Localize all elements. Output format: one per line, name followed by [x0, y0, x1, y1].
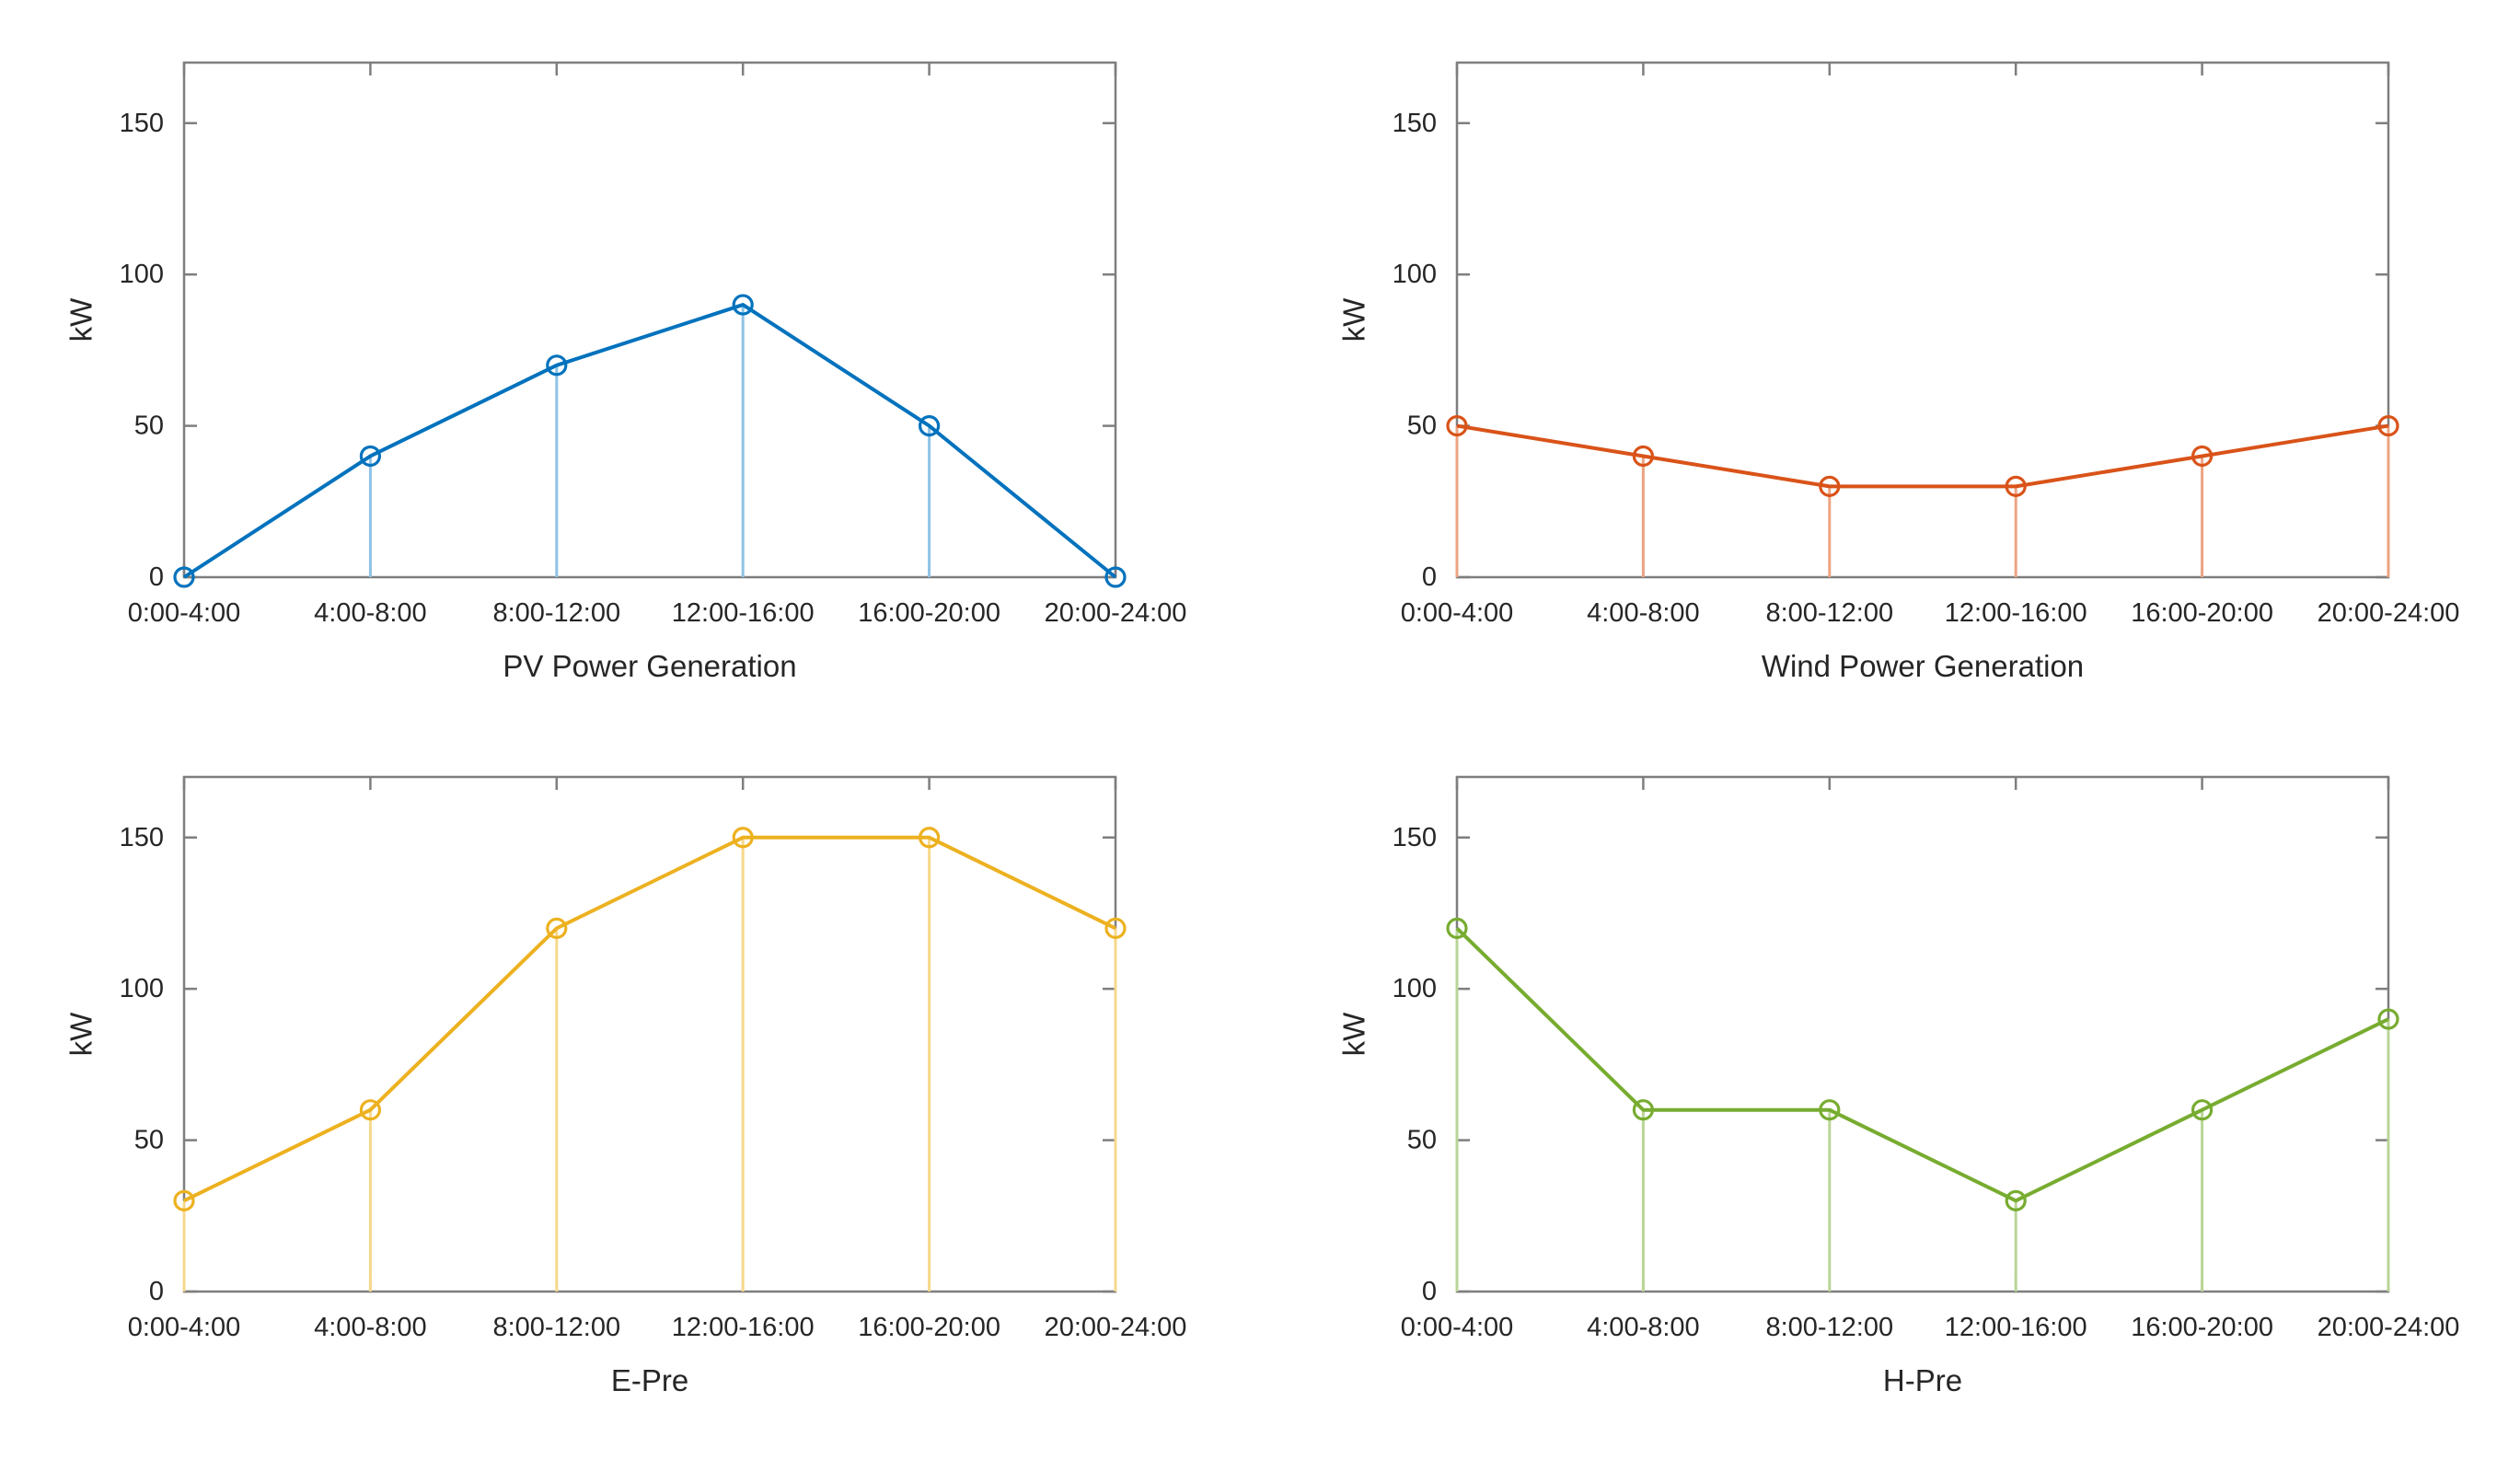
- axes-box: [1455, 775, 2390, 1293]
- y-tick-label: 100: [120, 260, 164, 289]
- data-point-marker: [2377, 1008, 2399, 1030]
- data-point-marker: [173, 566, 195, 588]
- data-point-marker: [1632, 445, 1654, 468]
- y-tick-label: 150: [1393, 823, 1437, 852]
- y-tick-label: 50: [1407, 1126, 1437, 1155]
- y-tick-label: 150: [120, 823, 164, 852]
- chart-h-pre: 0 50 100 150 0:00-4:00 4:00-8:00 8:00-12:00 12:…: [1273, 714, 2520, 1444]
- x-tick-label: 20:00-24:00: [2318, 1313, 2460, 1342]
- data-point-marker: [2005, 475, 2027, 497]
- y-tick-label: 0: [149, 562, 164, 592]
- data-point-marker: [1446, 917, 1468, 940]
- axes-box: [182, 61, 1117, 579]
- x-tick-label: 8:00-12:00: [1765, 598, 1893, 628]
- x-tick-label: 12:00-16:00: [1945, 1313, 2087, 1342]
- y-axis-label: kW: [1337, 297, 1371, 342]
- x-tick-label: 0:00-4:00: [128, 598, 241, 628]
- data-point-marker: [2377, 414, 2399, 437]
- x-tick-label: 12:00-16:00: [672, 1313, 815, 1342]
- y-tick-label: 150: [120, 109, 164, 138]
- x-axis-title: PV Power Generation: [503, 649, 796, 683]
- x-tick-label: 20:00-24:00: [1045, 1313, 1187, 1342]
- y-tick-label: 150: [1393, 109, 1437, 138]
- y-tick-label: 50: [1407, 411, 1437, 441]
- pv-power-generation-plot: 0 50 100 150 0:00-4:00 4:00-8:00 8:00-12:00 12:…: [64, 61, 1187, 683]
- x-tick-label: 0:00-4:00: [1401, 598, 1514, 628]
- data-point-marker: [732, 294, 754, 316]
- e-pre-plot: 0 50 100 150 0:00-4:00 4:00-8:00 8:00-12:00 12:…: [64, 775, 1187, 1397]
- x-tick-label: 16:00-20:00: [858, 1313, 1000, 1342]
- x-tick-label: 16:00-20:00: [858, 598, 1000, 628]
- x-tick-label: 20:00-24:00: [2318, 598, 2460, 628]
- y-tick-label: 100: [120, 974, 164, 1003]
- data-point-marker: [918, 827, 941, 849]
- y-tick-label: 50: [134, 1126, 164, 1155]
- data-point-marker: [1819, 1099, 1841, 1121]
- x-axis-title: E-Pre: [611, 1363, 688, 1397]
- y-tick-label: 50: [134, 411, 164, 441]
- data-point-marker: [732, 827, 754, 849]
- series-line: [1455, 926, 2389, 1203]
- data-point-marker: [1632, 1099, 1654, 1121]
- y-tick-label: 0: [1422, 1277, 1437, 1306]
- data-point-marker: [359, 445, 381, 468]
- y-tick-label: 0: [149, 1277, 164, 1306]
- wind-power-generation-plot: 0 50 100 150 0:00-4:00 4:00-8:00 8:00-12:00 12:…: [1337, 61, 2460, 683]
- series-line: [183, 835, 1116, 1203]
- x-tick-label: 4:00-8:00: [314, 598, 427, 628]
- data-point-marker: [2005, 1189, 2027, 1211]
- series-line: [182, 303, 1117, 579]
- data-point-marker: [2191, 445, 2214, 468]
- chart-pv-power-generation: 0 50 100 150 0:00-4:00 4:00-8:00 8:00-12:00 12:…: [0, 0, 1261, 730]
- chart-wind-power-generation: 0 50 100 150 0:00-4:00 4:00-8:00 8:00-12:00 12:…: [1273, 0, 2520, 730]
- x-tick-label: 12:00-16:00: [672, 598, 815, 628]
- y-tick-label: 0: [1422, 562, 1437, 592]
- data-point-marker: [546, 917, 568, 940]
- x-tick-label: 4:00-8:00: [1587, 598, 1700, 628]
- x-tick-label: 0:00-4:00: [128, 1313, 241, 1342]
- data-point-marker: [2191, 1099, 2214, 1121]
- x-axis-title: H-Pre: [1883, 1363, 1962, 1397]
- x-tick-label: 8:00-12:00: [492, 598, 620, 628]
- x-tick-label: 4:00-8:00: [314, 1313, 427, 1342]
- data-point-marker: [1104, 917, 1127, 940]
- chart-e-pre: 0 50 100 150 0:00-4:00 4:00-8:00 8:00-12:00 12:…: [0, 714, 1261, 1444]
- y-axis-label: kW: [64, 297, 98, 342]
- y-axis-label: kW: [1337, 1012, 1371, 1057]
- axes-box: [1455, 61, 2390, 579]
- h-pre-plot: 0 50 100 150 0:00-4:00 4:00-8:00 8:00-12:00 12:…: [1337, 775, 2460, 1397]
- data-point-marker: [1104, 566, 1127, 588]
- x-tick-label: 20:00-24:00: [1045, 598, 1187, 628]
- x-tick-label: 16:00-20:00: [2131, 1313, 2273, 1342]
- axes-box: [182, 775, 1117, 1293]
- y-axis-label: kW: [64, 1012, 98, 1057]
- data-point-marker: [546, 354, 568, 377]
- series-line: [1456, 423, 2389, 489]
- y-tick-label: 100: [1393, 260, 1437, 289]
- data-point-marker: [359, 1099, 381, 1121]
- data-point-marker: [1446, 414, 1468, 437]
- x-tick-label: 16:00-20:00: [2131, 598, 2273, 628]
- data-point-marker: [1819, 475, 1841, 497]
- x-tick-label: 0:00-4:00: [1401, 1313, 1514, 1342]
- y-tick-label: 100: [1393, 974, 1437, 1003]
- x-tick-label: 12:00-16:00: [1945, 598, 2087, 628]
- x-tick-label: 8:00-12:00: [492, 1313, 620, 1342]
- data-point-marker: [173, 1189, 195, 1211]
- data-point-marker: [918, 414, 941, 437]
- x-axis-title: Wind Power Generation: [1762, 649, 2084, 683]
- x-tick-label: 8:00-12:00: [1765, 1313, 1893, 1342]
- x-tick-label: 4:00-8:00: [1587, 1313, 1700, 1342]
